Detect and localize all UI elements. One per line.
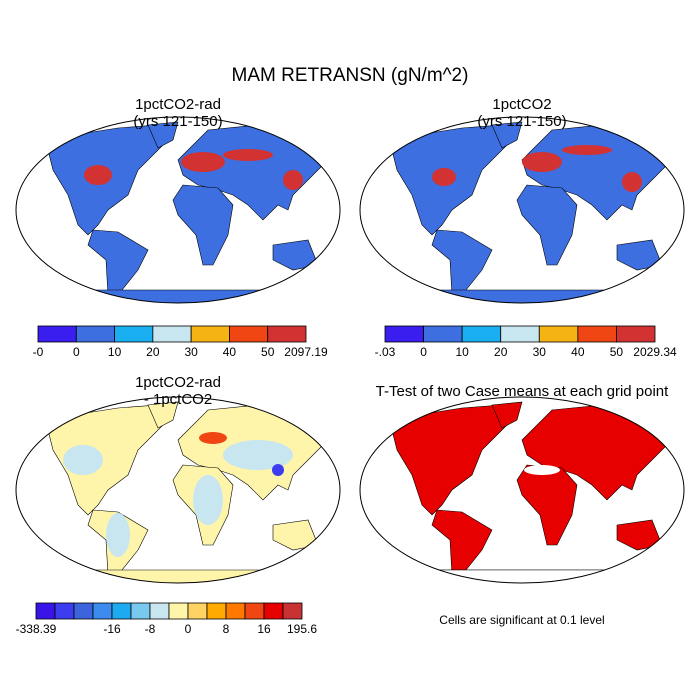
colorbar-label: 2029.34	[633, 345, 677, 359]
colorbar-label: 50	[261, 345, 275, 359]
panel-title: (yrs 121-150)	[133, 113, 222, 130]
colorbar-label: 10	[455, 345, 469, 359]
map	[15, 396, 341, 584]
colorbar-box	[37, 325, 77, 343]
colorbar-box	[35, 602, 56, 620]
colorbar-box	[111, 602, 132, 620]
map	[359, 116, 685, 304]
colorbar-box	[384, 325, 424, 343]
colorbar-label: 40	[223, 345, 237, 359]
colorbar-box	[152, 325, 192, 343]
colorbar-label: 8	[223, 622, 230, 636]
colorbar-label: 10	[108, 345, 122, 359]
panel-title: 1pctCO2	[492, 96, 551, 113]
colorbar-label: 0	[73, 345, 80, 359]
map	[359, 396, 685, 584]
panel-title: T-Test of two Case means at each grid po…	[376, 383, 669, 400]
colorbar-box	[190, 325, 230, 343]
colorbar-box	[168, 602, 189, 620]
colorbar-box	[616, 325, 656, 343]
colorbar-box	[130, 602, 151, 620]
colorbar-box	[500, 325, 540, 343]
colorbar-label: -0	[33, 345, 44, 359]
colorbar-box	[263, 602, 284, 620]
colorbar-box	[114, 325, 154, 343]
panel-title: - 1pctCO2	[144, 391, 212, 408]
colorbar-label: 30	[184, 345, 198, 359]
panel-note: Cells are significant at 0.1 level	[439, 613, 604, 627]
colorbar-label: 20	[146, 345, 160, 359]
colorbar-box	[282, 602, 303, 620]
colorbar-label: 0	[185, 622, 192, 636]
colorbar-label: -8	[145, 622, 156, 636]
colorbar-box	[75, 325, 115, 343]
figure-title: MAM RETRANSN (gN/m^2)	[232, 65, 469, 86]
panel-title: (yrs 121-150)	[477, 113, 566, 130]
colorbar-box	[538, 325, 579, 343]
colorbar-box	[149, 602, 170, 620]
colorbar-box	[267, 325, 307, 343]
colorbar-label: 40	[571, 345, 585, 359]
colorbar-label: 30	[533, 345, 547, 359]
panel-title: 1pctCO2-rad	[135, 96, 221, 113]
colorbar-label: 195.6	[287, 622, 317, 636]
colorbar-box	[461, 325, 502, 343]
colorbar-label: -338.39	[16, 622, 57, 636]
colorbar-box	[54, 602, 75, 620]
colorbar-label: 20	[494, 345, 508, 359]
colorbar-label: -.03	[375, 345, 396, 359]
colorbar-box	[244, 602, 265, 620]
colorbar-label: -16	[103, 622, 121, 636]
colorbar-box	[187, 602, 208, 620]
colorbar-box	[423, 325, 463, 343]
colorbar-box	[73, 602, 94, 620]
colorbar-label: 2097.19	[284, 345, 328, 359]
colorbar-box	[577, 325, 617, 343]
panel-title: 1pctCO2-rad	[135, 374, 221, 391]
colorbar-label: 16	[257, 622, 271, 636]
colorbar-label: 50	[610, 345, 624, 359]
colorbar-box	[206, 602, 227, 620]
colorbar-box	[92, 602, 113, 620]
colorbar-box	[225, 602, 246, 620]
map	[15, 116, 341, 304]
colorbar-label: 0	[420, 345, 427, 359]
colorbar-box	[229, 325, 269, 343]
